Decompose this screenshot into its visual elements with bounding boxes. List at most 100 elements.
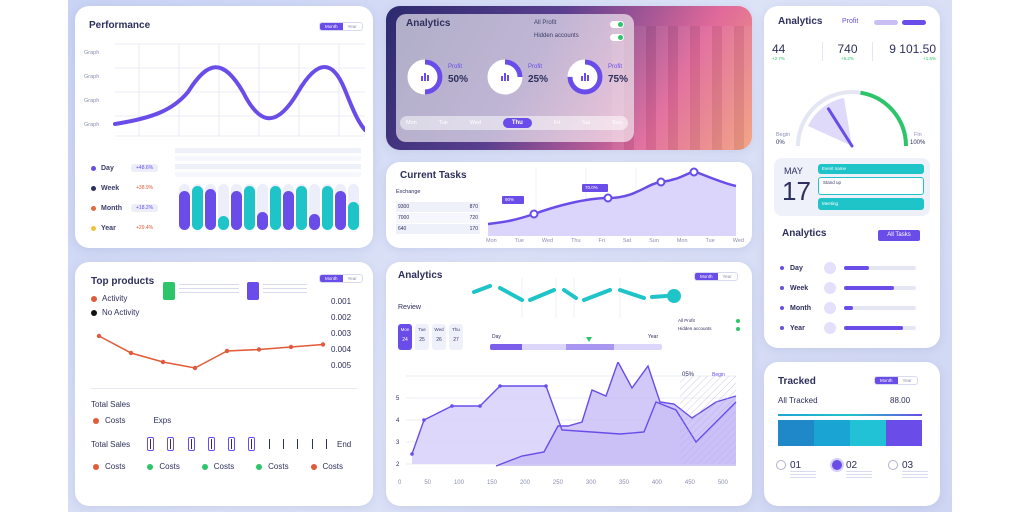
- tracked-underline: [778, 414, 922, 416]
- y-label-2: Graph: [84, 74, 100, 80]
- day-fri[interactable]: Fri: [553, 120, 561, 126]
- analytics-hero-title: Analytics: [406, 18, 451, 29]
- list-item[interactable]: Month: [780, 298, 930, 318]
- chart-icon: [581, 73, 589, 81]
- switch-hidden[interactable]: [610, 34, 624, 41]
- date-chip[interactable]: Tue 25: [415, 324, 429, 350]
- all-tracked-label: All Tracked: [778, 396, 818, 405]
- legend-day: Day +48.6%: [91, 158, 171, 178]
- all-tasks-button[interactable]: All Tasks: [878, 230, 920, 241]
- stat-value: 9 101.50: [889, 42, 936, 56]
- analytics-list-title: Analytics: [782, 228, 827, 239]
- performance-curve: [113, 65, 365, 132]
- performance-card: Performance Month Year Graph Graph Graph…: [75, 6, 373, 248]
- day-thu-active[interactable]: Thu: [502, 118, 532, 128]
- point: [603, 193, 613, 203]
- chart-icon: [501, 73, 509, 81]
- event-2[interactable]: Stand up: [818, 177, 924, 195]
- toggle-year[interactable]: Year: [722, 274, 732, 279]
- tasks-x-axis: Mon Tue Wed Thu Fri Sat Sun Mon Tue Wed: [486, 238, 744, 244]
- profit-ring: Profit 50%: [406, 58, 482, 98]
- legend-dot: [91, 309, 97, 316]
- toggle-year[interactable]: Year: [902, 378, 912, 383]
- range-bar[interactable]: [490, 344, 662, 350]
- toggle-year[interactable]: Year: [347, 24, 357, 29]
- ring-value: 25%: [528, 74, 549, 85]
- list-item[interactable]: Year: [780, 318, 930, 338]
- bar-fill: [283, 191, 294, 230]
- performance-toggle[interactable]: Month Year: [319, 22, 363, 31]
- analytics-summary-title: Analytics: [778, 16, 823, 27]
- cost-legend-item: Costs: [201, 462, 235, 471]
- toggle-month[interactable]: Month: [320, 23, 343, 30]
- legend-no-activity: No Activity: [91, 308, 139, 317]
- cost-label: Costs: [213, 462, 235, 471]
- ring-chart: [567, 59, 603, 95]
- toggle-month[interactable]: Month: [875, 377, 898, 384]
- stat-1: 44 +2.7%: [772, 42, 822, 61]
- product-y-values: 0.001 0.002 0.003 0.004 0.005: [331, 294, 351, 374]
- legend-badge: +48.6%: [131, 164, 159, 172]
- step-circle: [888, 460, 898, 470]
- cost-label: Costs: [268, 462, 289, 471]
- city-skyline: [612, 26, 752, 150]
- step-text: 02: [846, 460, 872, 479]
- analytics-review-title: Analytics: [398, 270, 443, 281]
- bar-fill: [322, 186, 333, 230]
- product-badge-1: [163, 282, 175, 300]
- peak-tag: Begin: [712, 372, 725, 378]
- tracked-toggle[interactable]: Month Year: [874, 376, 918, 385]
- day-wed[interactable]: Wed: [469, 120, 481, 126]
- activity-point: [288, 344, 294, 350]
- toggle-year[interactable]: Year: [347, 276, 357, 281]
- review-area-2: [496, 362, 736, 466]
- switch-dot[interactable]: [736, 327, 740, 331]
- ring-chart: [407, 59, 443, 95]
- range-end: Year: [648, 334, 659, 340]
- day-sun[interactable]: Sun: [612, 120, 622, 126]
- product-text-lines: [179, 284, 239, 296]
- tracked-card: Tracked Month Year All Tracked 88.00 01 0…: [764, 362, 940, 506]
- profit-ring: Profit 75%: [566, 58, 642, 98]
- switch-hidden-label: Hidden accounts: [534, 33, 579, 39]
- tab-profit[interactable]: Profit: [842, 18, 859, 25]
- tracked-step[interactable]: 02: [832, 460, 872, 479]
- costs-dot: [93, 417, 99, 424]
- tracked-steps: 01 02 03: [776, 460, 928, 479]
- top-products-toggle[interactable]: Month Year: [319, 274, 363, 283]
- date-chip-day: Thu: [452, 327, 460, 332]
- day-tue[interactable]: Tue: [438, 120, 448, 126]
- performance-legend: Day +48.6% Week +38.9% Month +18.2% Year…: [91, 158, 171, 238]
- date-chip-num: 25: [419, 337, 425, 343]
- date-chip[interactable]: Mon 24: [398, 324, 412, 350]
- event-3[interactable]: Meeting: [818, 198, 924, 210]
- date-chip[interactable]: Thu 27: [449, 324, 463, 350]
- list-label: Week: [790, 284, 809, 292]
- review-y-axis: 5 4 3 2: [396, 388, 399, 476]
- toggle-month[interactable]: Month: [320, 275, 343, 282]
- day-mon[interactable]: Mon: [406, 120, 417, 126]
- tracked-step[interactable]: 01: [776, 460, 816, 479]
- step-num: 01: [790, 460, 802, 471]
- date-chip[interactable]: Wed 26: [432, 324, 446, 350]
- list-item[interactable]: Day: [780, 258, 930, 278]
- ring-value: 50%: [448, 74, 469, 85]
- x-tick: 0: [398, 480, 402, 486]
- list-label: Month: [790, 304, 811, 312]
- switch-all-profit[interactable]: [610, 21, 624, 28]
- dashboard-background: Performance Month Year Graph Graph Graph…: [68, 0, 952, 512]
- tracked-step[interactable]: 03: [888, 460, 928, 479]
- date-month: MAY: [784, 166, 803, 176]
- exchange-row: 9300 870: [396, 202, 480, 212]
- activity-point: [224, 348, 230, 354]
- list-item[interactable]: Week: [780, 278, 930, 298]
- review-toggle[interactable]: Month Year: [694, 272, 738, 281]
- sales-tick: [167, 437, 175, 451]
- gauge-fill: [796, 90, 908, 147]
- x-tick: 50: [424, 480, 431, 486]
- toggle-month[interactable]: Month: [695, 273, 718, 280]
- switch-dot[interactable]: [736, 319, 740, 323]
- event-1[interactable]: Event name: [818, 164, 924, 174]
- cost-dot: [201, 463, 208, 470]
- day-sat[interactable]: Sat: [582, 120, 591, 126]
